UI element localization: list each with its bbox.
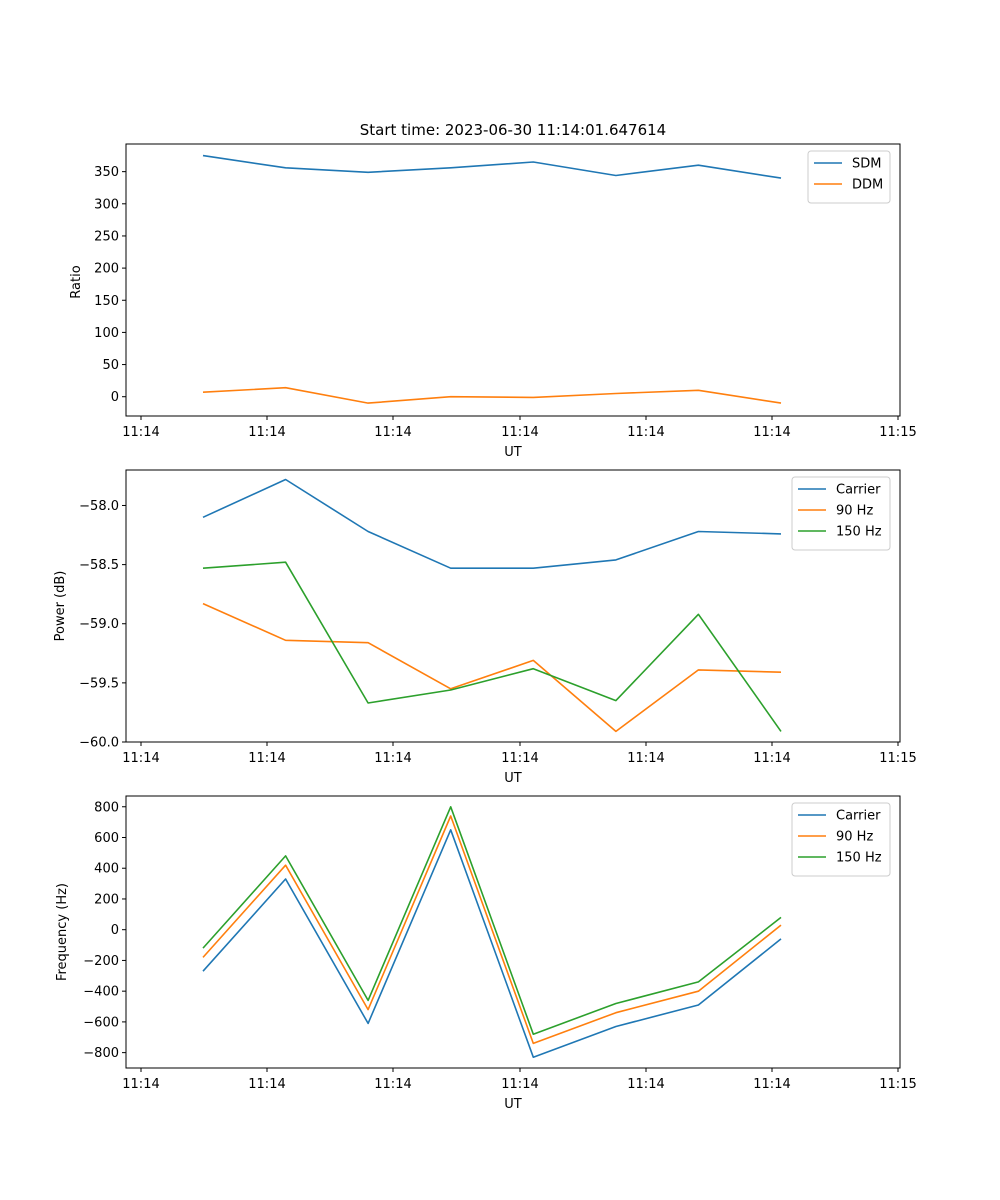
y-tick-label: −58.5 [79, 558, 119, 573]
x-axis-label: UT [504, 445, 522, 460]
legend: Carrier 90 Hz 150 Hz [791, 476, 891, 551]
series-line-90-hz [202, 815, 782, 1045]
plot-frame [125, 143, 901, 417]
x-tick-label: 11:14 [753, 425, 790, 440]
y-tick-label: 300 [94, 197, 119, 212]
x-tick-label: 11:15 [879, 751, 916, 766]
legend-frame [807, 150, 891, 204]
legend-entry: Carrier [836, 809, 881, 824]
x-tick-label: 11:14 [501, 751, 538, 766]
x-tick-label: 11:14 [501, 425, 538, 440]
plot-frame [125, 469, 901, 743]
legend: SDM DDM [807, 150, 891, 204]
y-tick-label: 150 [94, 294, 119, 309]
figure-title: Start time: 2023-06-30 11:14:01.647614 [360, 121, 666, 139]
x-tick-label: 11:14 [627, 751, 664, 766]
series-line-carrier [202, 828, 782, 1058]
y-tick-label: 350 [94, 165, 119, 180]
legend-entry: 150 Hz [836, 525, 882, 540]
y-tick-label: 800 [94, 800, 119, 815]
series-line-ddm [202, 386, 782, 404]
y-axis-label: Power (dB) [53, 571, 68, 642]
y-tick-label: 400 [94, 862, 119, 877]
x-tick-label: 11:14 [753, 751, 790, 766]
x-tick-label: 11:14 [248, 425, 285, 440]
y-tick-label: 600 [94, 831, 119, 846]
legend-entry: 150 Hz [836, 851, 882, 866]
series-line-90-hz [202, 602, 782, 733]
y-tick-label: −59.5 [79, 676, 119, 691]
x-axis-label: UT [504, 771, 522, 786]
legend-entry: 90 Hz [836, 830, 873, 845]
series-line-sdm [202, 154, 782, 179]
x-tick-label: 11:14 [248, 751, 285, 766]
y-axis-label: Frequency (Hz) [55, 883, 70, 981]
legend-entry: 90 Hz [836, 504, 873, 519]
x-tick-label: 11:14 [627, 1077, 664, 1092]
subplot-power: UT Power (dB) 11:14 11:14 11:14 11:14 11:14 1… [53, 469, 917, 786]
legend-entry: Carrier [836, 483, 881, 498]
x-tick-label: 11:14 [122, 1077, 159, 1092]
legend: Carrier 90 Hz 150 Hz [791, 802, 891, 877]
series-line-150-hz [202, 805, 782, 1035]
x-tick-label: 11:14 [501, 1077, 538, 1092]
y-tick-label: 0 [111, 390, 119, 405]
x-tick-label: 11:14 [374, 425, 411, 440]
subplot-frequency: UT Frequency (Hz) 11:14 11:14 11:14 11:14 11… [55, 795, 917, 1112]
x-axis-label: UT [504, 1097, 522, 1112]
y-tick-label: 0 [111, 923, 119, 938]
y-tick-label: −200 [83, 954, 119, 969]
x-tick-label: 11:15 [879, 425, 916, 440]
y-axis-label: Ratio [69, 265, 84, 298]
y-tick-label: 250 [94, 229, 119, 244]
x-tick-label: 11:14 [753, 1077, 790, 1092]
y-tick-label: −400 [83, 985, 119, 1000]
x-tick-label: 11:14 [248, 1077, 285, 1092]
y-tick-label: −60.0 [79, 736, 119, 751]
plot-frame [125, 795, 901, 1069]
subplot-ratio: UT Ratio 11:14 11:14 11:14 11:14 11:14 11:14 1… [69, 143, 917, 460]
series-line-150-hz [202, 561, 782, 732]
y-tick-label: −59.0 [79, 617, 119, 632]
y-tick-label: 100 [94, 326, 119, 341]
x-tick-label: 11:15 [879, 1077, 916, 1092]
x-tick-label: 11:14 [122, 425, 159, 440]
x-tick-label: 11:14 [374, 1077, 411, 1092]
y-tick-label: −600 [83, 1015, 119, 1030]
x-tick-label: 11:14 [374, 751, 411, 766]
legend-entry: DDM [852, 178, 883, 193]
y-tick-label: −58.0 [79, 499, 119, 514]
y-tick-label: 200 [94, 262, 119, 277]
y-tick-label: −800 [83, 1046, 119, 1061]
series-line-carrier [202, 478, 782, 570]
y-tick-label: 50 [102, 358, 119, 373]
x-tick-label: 11:14 [627, 425, 664, 440]
y-tick-label: 200 [94, 892, 119, 907]
x-tick-label: 11:14 [122, 751, 159, 766]
legend-entry: SDM [852, 157, 881, 172]
